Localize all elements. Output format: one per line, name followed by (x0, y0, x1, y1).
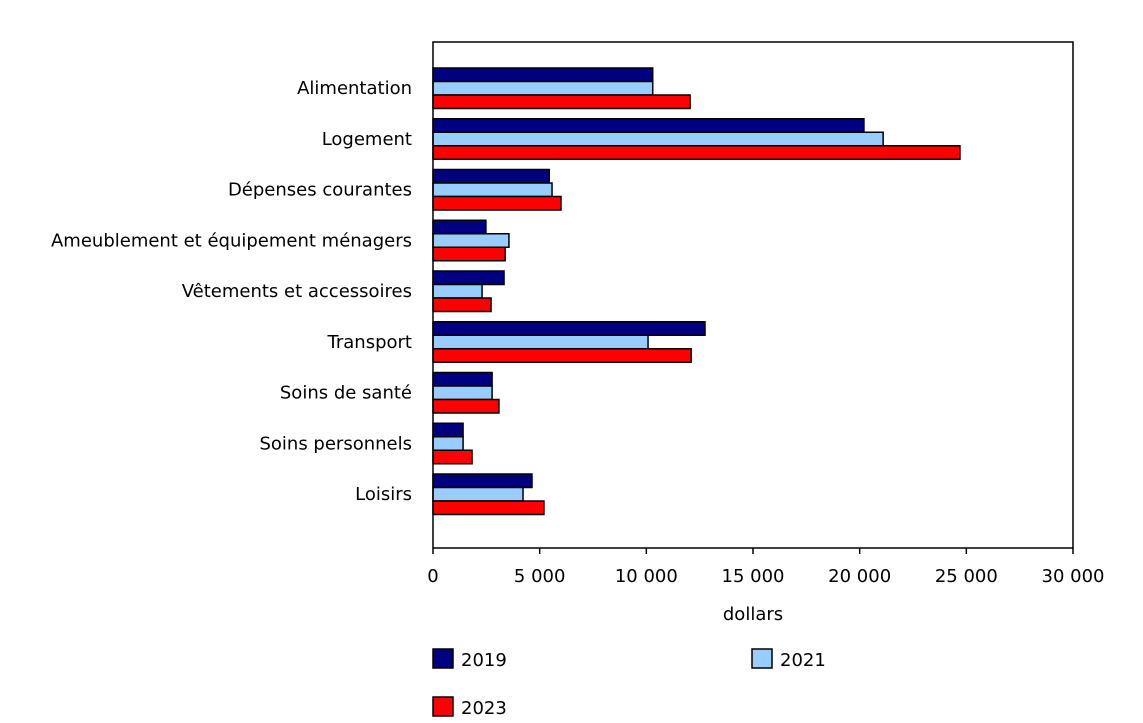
bar-2021 (432, 334, 649, 350)
bar-2021 (432, 182, 553, 198)
x-tick-label: 10 000 (615, 566, 678, 587)
bar-2021 (432, 486, 524, 502)
category-labels: Alimentation Logement Dépenses courantes Am… (51, 78, 412, 505)
legend-label: 2023 (461, 698, 507, 719)
category-label: Vêtements et accessoires (182, 281, 412, 302)
legend-swatch-2019 (432, 648, 454, 669)
x-tick-label: 5 000 (514, 566, 566, 587)
category-label: Logement (322, 129, 412, 150)
bar-2021 (432, 131, 884, 147)
category-label: Loisirs (355, 484, 412, 505)
category-label: Soins de santé (280, 383, 412, 404)
category-label: Transport (327, 332, 412, 353)
category-label: Alimentation (297, 78, 412, 99)
legend-swatch-2021 (751, 648, 773, 669)
bar-2021 (432, 80, 654, 96)
x-tick-label: 25 000 (935, 566, 998, 587)
bar-2023 (432, 348, 692, 363)
category-label: Ameublement et équipement ménagers (51, 230, 412, 251)
bars-group (432, 67, 961, 516)
bar-2021 (432, 385, 493, 401)
bar-2021 (432, 436, 464, 451)
bar-2023 (432, 94, 691, 110)
bar-2021 (432, 233, 510, 248)
bar-2019 (432, 422, 464, 438)
bar-2019 (432, 473, 533, 489)
bar-2019 (432, 321, 706, 336)
bar-2023 (432, 297, 492, 313)
bar-2023 (432, 195, 562, 211)
x-tick-label: 15 000 (722, 566, 785, 587)
legend: 2019 2021 2023 (432, 648, 826, 719)
bar-2023 (432, 145, 961, 160)
x-axis-label: dollars (723, 604, 783, 625)
bar-2023 (432, 500, 545, 516)
plot-frame (432, 41, 1074, 549)
bar-2019 (432, 219, 487, 235)
legend-label: 2019 (461, 650, 507, 671)
bar-2019 (432, 67, 654, 83)
x-axis-ticks: 0 5 000 10 000 15 000 20 000 25 000 30 000 (427, 548, 1104, 587)
category-label: Dépenses courantes (228, 180, 412, 201)
legend-swatch-2023 (432, 696, 454, 717)
category-label: Soins personnels (259, 433, 412, 454)
bar-2019 (432, 371, 493, 387)
bar-2023 (432, 449, 473, 465)
bar-2023 (432, 398, 500, 414)
x-tick-label: 30 000 (1042, 566, 1105, 587)
bar-2019 (432, 118, 865, 133)
x-tick-label: 20 000 (828, 566, 891, 587)
legend-label: 2021 (780, 650, 826, 671)
bar-2023 (432, 246, 506, 262)
bar-2021 (432, 283, 483, 299)
x-tick-label: 0 (427, 566, 438, 587)
bar-2019 (432, 168, 551, 184)
bar-2019 (432, 270, 505, 286)
